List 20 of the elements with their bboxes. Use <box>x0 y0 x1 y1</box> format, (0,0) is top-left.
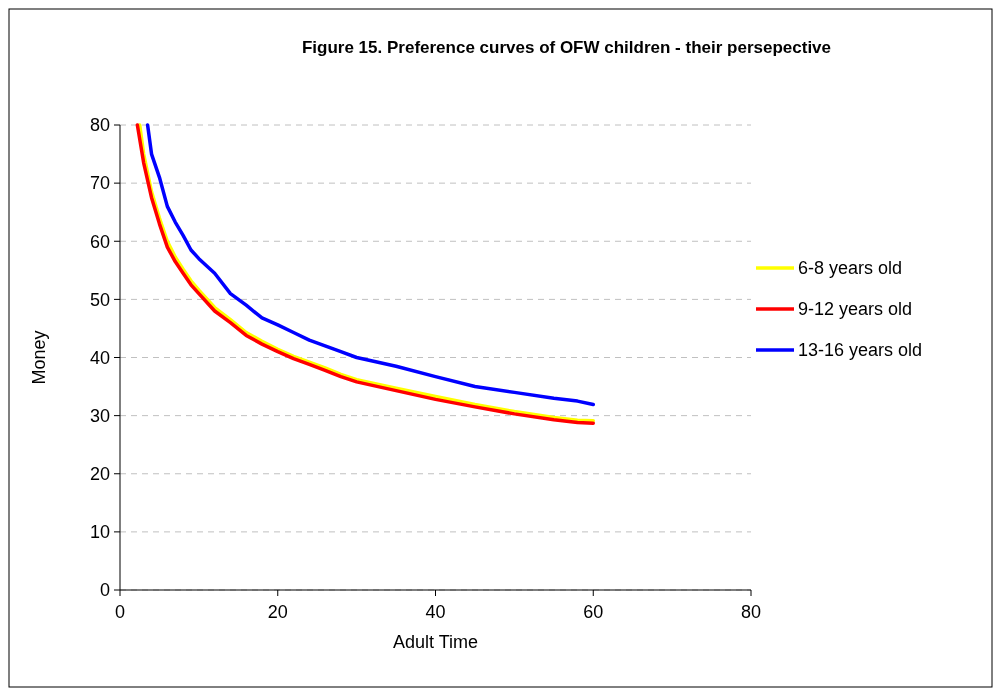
chart-title: Figure 15. Preference curves of OFW children - their persepective <box>301 38 832 57</box>
x-tick-label: 20 <box>267 602 288 622</box>
x-tick-label: 80 <box>740 602 762 622</box>
x-tick-label: 60 <box>583 602 604 622</box>
y-tick-label: 40 <box>89 347 110 368</box>
legend-label: 9-12 years old <box>798 299 913 320</box>
y-tick-label: 20 <box>89 464 110 485</box>
legend-label: 13-16 years old <box>798 340 923 361</box>
x-tick-label: 40 <box>425 602 446 622</box>
legend-label: 6-8 years old <box>798 258 903 279</box>
y-tick-label: 30 <box>89 405 110 426</box>
y-tick-label: 10 <box>89 522 110 543</box>
y-tick-label: 60 <box>89 231 110 252</box>
y-tick-label: 50 <box>89 289 110 310</box>
x-axis-title: Adult Time <box>392 632 479 652</box>
y-tick-label: 0 <box>99 580 110 601</box>
y-axis-title: Money <box>29 330 49 385</box>
y-tick-label: 80 <box>89 115 110 136</box>
y-tick-label: 70 <box>89 173 110 194</box>
x-tick-label: 0 <box>114 602 126 622</box>
